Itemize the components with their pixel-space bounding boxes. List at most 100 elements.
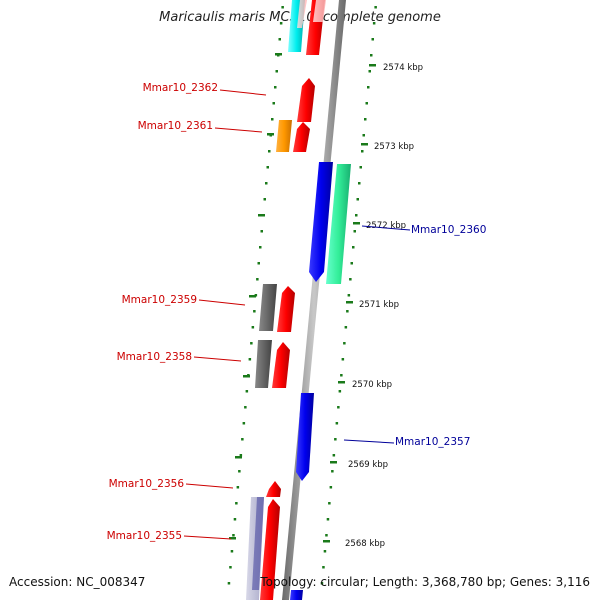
scale-dot xyxy=(250,342,253,345)
major-tick xyxy=(323,540,330,543)
scale-dot xyxy=(248,358,252,361)
scale-dot xyxy=(343,342,346,345)
scale-dot xyxy=(263,198,266,201)
gene-label[interactable]: Mmar10_2359 xyxy=(122,294,197,306)
major-tick xyxy=(353,222,360,225)
gene-label[interactable]: Mmar10_2360 xyxy=(411,224,486,236)
gene-feature xyxy=(255,340,272,388)
scale-dot xyxy=(359,166,362,169)
major-ticks xyxy=(229,53,376,543)
scale-dot xyxy=(239,454,243,457)
scale-dot xyxy=(233,518,237,521)
scale-dot xyxy=(244,406,247,409)
scale-dot xyxy=(259,246,262,249)
scale-dot xyxy=(332,454,336,457)
scale-dot xyxy=(344,326,348,329)
scale-dot xyxy=(275,70,278,73)
gene-feature xyxy=(290,590,303,600)
gene-label[interactable]: Mmar10_2356 xyxy=(109,478,185,490)
scale-dot xyxy=(361,150,364,153)
scale-dot xyxy=(232,534,235,537)
gene-label[interactable]: Mmar10_2362 xyxy=(143,82,218,94)
scale-dot xyxy=(322,566,325,569)
leader-line xyxy=(193,356,242,362)
gene-label[interactable]: Mmar10_2358 xyxy=(117,351,192,363)
gene-feature xyxy=(326,164,351,284)
scale-dot xyxy=(349,278,352,281)
scale-dot xyxy=(372,22,376,25)
leader-line xyxy=(198,299,246,306)
gene-label[interactable]: Mmar10_2355 xyxy=(107,530,182,542)
scale-dot xyxy=(271,118,274,121)
gene-label[interactable]: Mmar10_2361 xyxy=(138,120,213,132)
scale-dot xyxy=(274,86,277,89)
scale-dot xyxy=(371,38,374,41)
scale-dot xyxy=(266,166,269,169)
scale-dot xyxy=(253,310,256,313)
scale-dot xyxy=(238,470,241,473)
scale-dot xyxy=(325,534,328,537)
genome-summary-text: Topology: circular; Length: 3,368,780 bp… xyxy=(260,575,590,589)
scale-dot xyxy=(279,22,283,25)
tick-label: 2569 kbp xyxy=(348,460,388,470)
scale-dot xyxy=(265,182,268,185)
scale-dot xyxy=(331,470,334,473)
scale-dot xyxy=(245,390,249,393)
gene-feature xyxy=(277,286,295,332)
major-tick xyxy=(330,461,337,464)
tick-label: 2574 kbp xyxy=(383,63,423,73)
scale-dot xyxy=(374,6,377,9)
scale-dot xyxy=(328,502,331,505)
label-leader-lines xyxy=(183,89,411,540)
scale-dot xyxy=(235,502,238,505)
gene-feature xyxy=(259,284,277,331)
gene-features xyxy=(246,0,351,600)
scale-dot xyxy=(355,214,358,217)
scale-dot xyxy=(229,566,232,569)
scale-dot xyxy=(353,230,356,233)
tick-label: 2571 kbp xyxy=(359,300,399,310)
tick-label: 2573 kbp xyxy=(374,142,414,152)
major-tick xyxy=(229,537,236,540)
tick-label: 2572 kbp xyxy=(366,221,406,231)
scale-dot xyxy=(365,102,368,105)
gene-feature xyxy=(297,78,315,122)
major-tick xyxy=(267,133,274,136)
scale-dot xyxy=(368,70,371,73)
major-tick xyxy=(249,295,256,298)
scale-dot xyxy=(241,438,244,441)
scale-dot xyxy=(251,326,255,329)
scale-dot xyxy=(340,374,343,377)
gene-feature xyxy=(276,120,292,152)
major-tick xyxy=(275,53,282,56)
scale-dot xyxy=(320,582,324,585)
major-tick xyxy=(338,381,345,384)
leader-line xyxy=(185,483,234,489)
gene-label[interactable]: Mmar10_2357 xyxy=(395,436,470,448)
gene-feature xyxy=(313,0,326,22)
leader-line xyxy=(361,225,411,231)
scale-dot xyxy=(347,294,351,297)
scale-dot xyxy=(335,422,339,425)
gene-feature xyxy=(296,393,314,481)
scale-dot xyxy=(346,310,349,313)
scale-dot xyxy=(350,262,353,265)
major-tick xyxy=(369,64,376,67)
scale-dot xyxy=(356,198,359,201)
scale-dot xyxy=(370,54,373,57)
scale-dot xyxy=(367,86,370,89)
major-tick xyxy=(361,143,368,146)
scale-dot xyxy=(362,134,365,137)
gene-feature xyxy=(252,497,264,590)
leader-line xyxy=(219,89,267,96)
tick-labels: 2574 kbp 2573 kbp 2572 kbp 2571 kbp 2570… xyxy=(345,63,423,549)
scale-dot xyxy=(236,486,240,489)
scale-dot xyxy=(337,406,340,409)
scale-dot xyxy=(364,118,367,121)
major-tick xyxy=(258,214,265,217)
scale-dot xyxy=(256,278,259,281)
gene-feature xyxy=(272,342,290,388)
gene-feature xyxy=(266,481,281,497)
scale-dot xyxy=(334,438,337,441)
